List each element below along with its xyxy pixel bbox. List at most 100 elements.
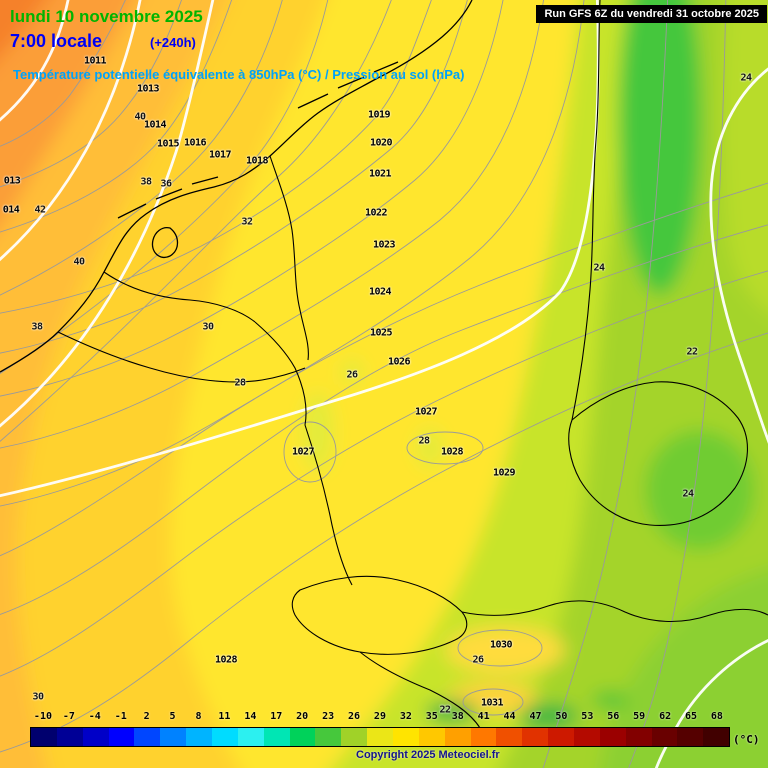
theta-label: 42 <box>34 204 46 216</box>
colorbar-segment <box>289 728 316 746</box>
colorbar-value: 59 <box>633 711 646 722</box>
theta-label: 36 <box>160 178 172 190</box>
theta-label: 26 <box>346 369 358 381</box>
pressure-label: 1016 <box>183 137 207 149</box>
map-title: Température potentielle équivalente à 85… <box>13 67 465 82</box>
pressure-label: 1030 <box>489 639 513 651</box>
colorbar-value: 29 <box>373 711 386 722</box>
colorbar-segment <box>31 728 57 746</box>
theta-label: 40 <box>73 256 85 268</box>
theta-label: 40 <box>134 111 146 123</box>
copyright: Copyright 2025 Meteociel.fr <box>356 749 500 761</box>
colorbar-value: 41 <box>477 711 490 722</box>
coastline <box>0 0 473 373</box>
colorbar-value: 20 <box>296 711 309 722</box>
theta-label: 24 <box>682 488 694 500</box>
theta-label: 26 <box>472 654 484 666</box>
colorbar-unit: (°C) <box>733 733 760 746</box>
colorbar-segment <box>134 728 161 746</box>
pressure-label: 1011 <box>83 55 107 67</box>
colorbar-value: 44 <box>503 711 516 722</box>
colorbar-value: 11 <box>218 711 231 722</box>
theta-label: 38 <box>140 176 152 188</box>
pressure-label: 1020 <box>369 137 393 149</box>
colorbar-segment <box>574 728 600 746</box>
colorbar-values: -10 -7 -4 -1 2 5 8 11 14 17 20 23 26 29 32 35 38 41 44 47 50… <box>30 711 730 722</box>
pressure-label: 1019 <box>367 109 391 121</box>
colorbar-segment <box>418 728 445 746</box>
theta-label: 38 <box>31 321 43 333</box>
colorbar-value: 17 <box>270 711 283 722</box>
colorbar-segment <box>599 728 626 746</box>
colorbar-value: 62 <box>659 711 672 722</box>
pressure-label: 013 <box>3 175 21 187</box>
colorbar-value: 68 <box>710 711 723 722</box>
colorbar-segment <box>625 728 652 746</box>
colorbar-segment <box>186 728 213 746</box>
pressure-label: 1027 <box>414 406 438 418</box>
forecast-date: lundi 10 novembre 2025 <box>10 7 203 26</box>
colorbar-segment <box>651 728 678 746</box>
theta-label: 32 <box>241 216 253 228</box>
theta-label: 24 <box>593 262 605 274</box>
pressure-label: 1014 <box>143 119 167 131</box>
colorbar-segment <box>315 728 342 746</box>
colorbar-segment <box>496 728 523 746</box>
theta-label: 30 <box>202 321 214 333</box>
pressure-label: 1025 <box>369 327 393 339</box>
colorbar-segment <box>548 728 575 746</box>
country-borders <box>57 0 768 729</box>
run-info: Run GFS 6Z du vendredi 31 octobre 2025 <box>536 5 767 23</box>
pressure-label: 1024 <box>368 286 392 298</box>
colorbar-value: -1 <box>114 711 127 722</box>
colorbar <box>30 727 730 747</box>
colorbar-segment <box>263 728 290 746</box>
colorbar-value: 53 <box>581 711 594 722</box>
theta-label: 24 <box>740 72 752 84</box>
pressure-label: 1017 <box>208 149 232 161</box>
colorbar-value: 38 <box>451 711 464 722</box>
colorbar-value: 14 <box>244 711 257 722</box>
theta-label: 22 <box>439 704 451 716</box>
theta-label: 28 <box>418 435 430 447</box>
colorbar-segment <box>393 728 419 746</box>
colorbar-segment <box>160 728 187 746</box>
pressure-label: 1018 <box>245 155 269 167</box>
pressure-label: 1027 <box>291 446 315 458</box>
pressure-label: 1013 <box>136 83 160 95</box>
colorbar-value: 26 <box>348 711 361 722</box>
colorbar-value: 2 <box>143 711 150 722</box>
theta-label: 30 <box>32 691 44 703</box>
forecast-time: 7:00 locale <box>10 31 103 51</box>
colorbar-segment <box>82 728 109 746</box>
colorbar-segment <box>470 728 497 746</box>
colorbar-value: -10 <box>33 711 52 722</box>
pressure-label: 1029 <box>492 467 516 479</box>
pressure-label: 1031 <box>480 697 504 709</box>
colorbar-value: -4 <box>88 711 101 722</box>
pressure-label: 1026 <box>387 356 411 368</box>
colorbar-segment <box>522 728 549 746</box>
colorbar-segment <box>56 728 83 746</box>
pressure-label: 1028 <box>214 654 238 666</box>
theta-label: 28 <box>234 377 246 389</box>
colorbar-value: 23 <box>322 711 335 722</box>
colorbar-segment <box>677 728 704 746</box>
colorbar-value: -7 <box>62 711 75 722</box>
colorbar-segment <box>237 728 264 746</box>
forecast-offset: (+240h) <box>150 35 196 50</box>
colorbar-value: 8 <box>195 711 202 722</box>
pressure-label: 1021 <box>368 168 392 180</box>
colorbar-segment <box>212 728 238 746</box>
pressure-label: 1015 <box>156 138 180 150</box>
colorbar-value: 50 <box>555 711 568 722</box>
pressure-label: 014 <box>2 204 20 216</box>
colorbar-value: 56 <box>607 711 620 722</box>
pressure-label: 1028 <box>440 446 464 458</box>
pressure-label: 1022 <box>364 207 388 219</box>
